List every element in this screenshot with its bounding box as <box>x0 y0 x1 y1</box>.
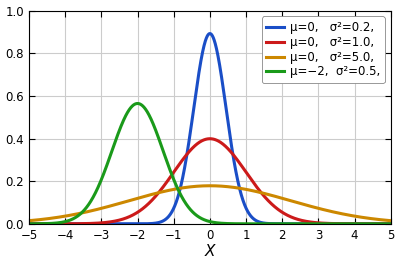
μ=0,   σ²=5.0, <box>378 218 383 221</box>
μ=0,   σ²=1.0, <box>378 222 383 226</box>
μ=0,   σ²=1.0, <box>202 138 207 141</box>
Legend: μ=0,   σ²=0.2,, μ=0,   σ²=1.0,, μ=0,   σ²=5.0,, μ=−2,  σ²=0.5,: μ=0, σ²=0.2,, μ=0, σ²=1.0,, μ=0, σ²=5.0,… <box>262 16 385 83</box>
μ=0,   σ²=1.0, <box>378 222 383 226</box>
μ=0,   σ²=1.0, <box>312 221 316 224</box>
Line: μ=0,   σ²=5.0,: μ=0, σ²=5.0, <box>29 186 391 221</box>
μ=0,   σ²=0.2, <box>312 222 316 226</box>
μ=0,   σ²=5.0, <box>45 217 50 220</box>
μ=0,   σ²=1.0, <box>27 222 32 226</box>
μ=0,   σ²=0.2, <box>378 222 383 226</box>
μ=0,   σ²=5.0, <box>388 219 393 222</box>
μ=−2,  σ²=0.5, <box>388 222 393 226</box>
μ=0,   σ²=5.0, <box>378 218 383 221</box>
μ=0,   σ²=0.2, <box>208 32 212 35</box>
Line: μ=0,   σ²=0.2,: μ=0, σ²=0.2, <box>29 34 391 224</box>
μ=0,   σ²=5.0, <box>27 219 32 222</box>
X-axis label: X: X <box>205 244 215 259</box>
μ=0,   σ²=5.0, <box>202 184 207 187</box>
μ=0,   σ²=1.0, <box>208 137 212 140</box>
μ=0,   σ²=5.0, <box>193 185 198 188</box>
μ=0,   σ²=1.0, <box>388 222 393 226</box>
μ=−2,  σ²=0.5, <box>312 222 316 226</box>
μ=0,   σ²=0.2, <box>388 222 393 226</box>
μ=−2,  σ²=0.5, <box>378 222 383 226</box>
μ=−2,  σ²=0.5, <box>203 219 208 222</box>
μ=0,   σ²=0.2, <box>202 41 207 44</box>
μ=−2,  σ²=0.5, <box>135 102 140 105</box>
μ=−2,  σ²=0.5, <box>193 213 198 216</box>
μ=0,   σ²=5.0, <box>312 206 316 209</box>
μ=0,   σ²=0.2, <box>378 222 383 226</box>
μ=0,   σ²=0.2, <box>27 222 32 226</box>
μ=0,   σ²=5.0, <box>208 184 212 187</box>
μ=0,   σ²=1.0, <box>193 144 198 147</box>
μ=−2,  σ²=0.5, <box>378 222 383 226</box>
Line: μ=0,   σ²=1.0,: μ=0, σ²=1.0, <box>29 139 391 224</box>
μ=0,   σ²=0.2, <box>45 222 50 226</box>
μ=−2,  σ²=0.5, <box>45 222 50 225</box>
μ=0,   σ²=0.2, <box>193 95 198 99</box>
Line: μ=−2,  σ²=0.5,: μ=−2, σ²=0.5, <box>29 104 391 224</box>
μ=0,   σ²=1.0, <box>45 222 50 226</box>
μ=−2,  σ²=0.5, <box>27 222 32 225</box>
